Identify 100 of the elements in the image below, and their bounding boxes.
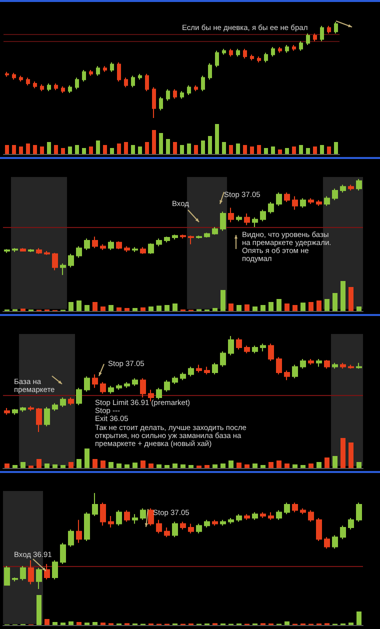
candlestick [201,75,205,92]
candlestick [20,406,26,412]
candlestick [52,560,58,580]
bar [100,306,106,311]
candlestick [26,77,30,86]
bar [236,305,242,311]
candlestick [166,88,170,102]
candlestick [100,502,106,526]
candlestick [36,408,42,432]
candlestick [292,364,298,379]
bar [313,146,317,154]
bar [44,464,50,468]
bar [52,622,58,625]
candlestick [204,519,210,528]
candlestick [92,374,98,388]
candlestick [236,337,242,350]
candlestick [124,382,130,388]
bar [124,464,130,468]
candlestick [40,84,44,92]
candlestick [348,184,354,192]
candlestick [271,46,275,58]
bar [243,145,247,154]
bar [164,305,170,311]
bar [5,145,9,154]
bar [244,464,250,468]
candlestick [188,235,194,245]
bar [320,145,324,154]
candlestick [340,525,346,540]
candlestick [12,408,18,416]
bar [110,148,114,154]
candlestick [316,200,322,206]
bar [68,621,74,625]
bar [117,144,121,154]
bar [116,307,122,311]
candlestick [140,246,146,254]
candlestick [76,519,82,544]
bar [220,464,226,468]
candlestick [173,88,177,100]
candlestick [108,240,114,251]
bar [340,281,346,311]
candlestick [268,202,274,214]
candlestick [268,512,274,520]
bar [159,133,163,154]
candlestick [84,238,90,251]
candlestick [204,366,210,375]
bar [156,306,162,311]
bar [108,305,114,311]
candlestick [61,86,65,94]
candlestick [332,534,338,550]
candlestick [250,54,254,61]
candlestick [20,565,26,581]
candlestick [145,73,149,92]
bar [180,145,184,154]
bar [292,305,298,311]
bar [166,139,170,154]
bar [252,306,258,311]
bar [140,307,146,311]
bar [19,146,23,154]
candlestick [20,248,26,252]
bar [40,146,44,154]
candlestick [340,362,346,370]
bar [284,621,290,625]
candlestick [132,514,138,524]
candlestick [212,226,218,236]
candlestick [313,33,317,42]
candlestick [306,33,310,46]
candlestick [44,406,50,427]
candlestick [356,178,362,192]
candlestick [131,75,135,88]
candlestick [212,519,218,526]
candlestick [12,576,18,582]
candlestick [4,408,10,416]
bar [194,145,198,154]
bar [180,464,186,468]
bar [108,462,114,468]
candlestick [68,253,74,268]
bar [208,136,212,154]
candlestick [110,62,114,72]
candlestick [222,48,226,56]
bar [148,306,154,311]
candlestick [60,542,66,565]
candlestick [257,56,261,63]
candlestick [316,517,322,542]
bar [33,145,37,154]
bar [300,302,306,311]
candlestick [324,360,330,370]
candlestick [132,246,138,252]
candlestick [327,25,331,34]
candlestick [89,70,93,76]
candlestick [276,192,282,206]
bar [76,459,82,468]
bar [75,145,79,154]
bar [278,150,282,154]
candlestick [252,512,258,520]
candlestick [124,246,130,252]
candlestick [103,66,107,72]
bar [268,302,274,311]
bar [116,464,122,468]
candlestick [228,207,234,223]
candlestick [124,510,130,522]
